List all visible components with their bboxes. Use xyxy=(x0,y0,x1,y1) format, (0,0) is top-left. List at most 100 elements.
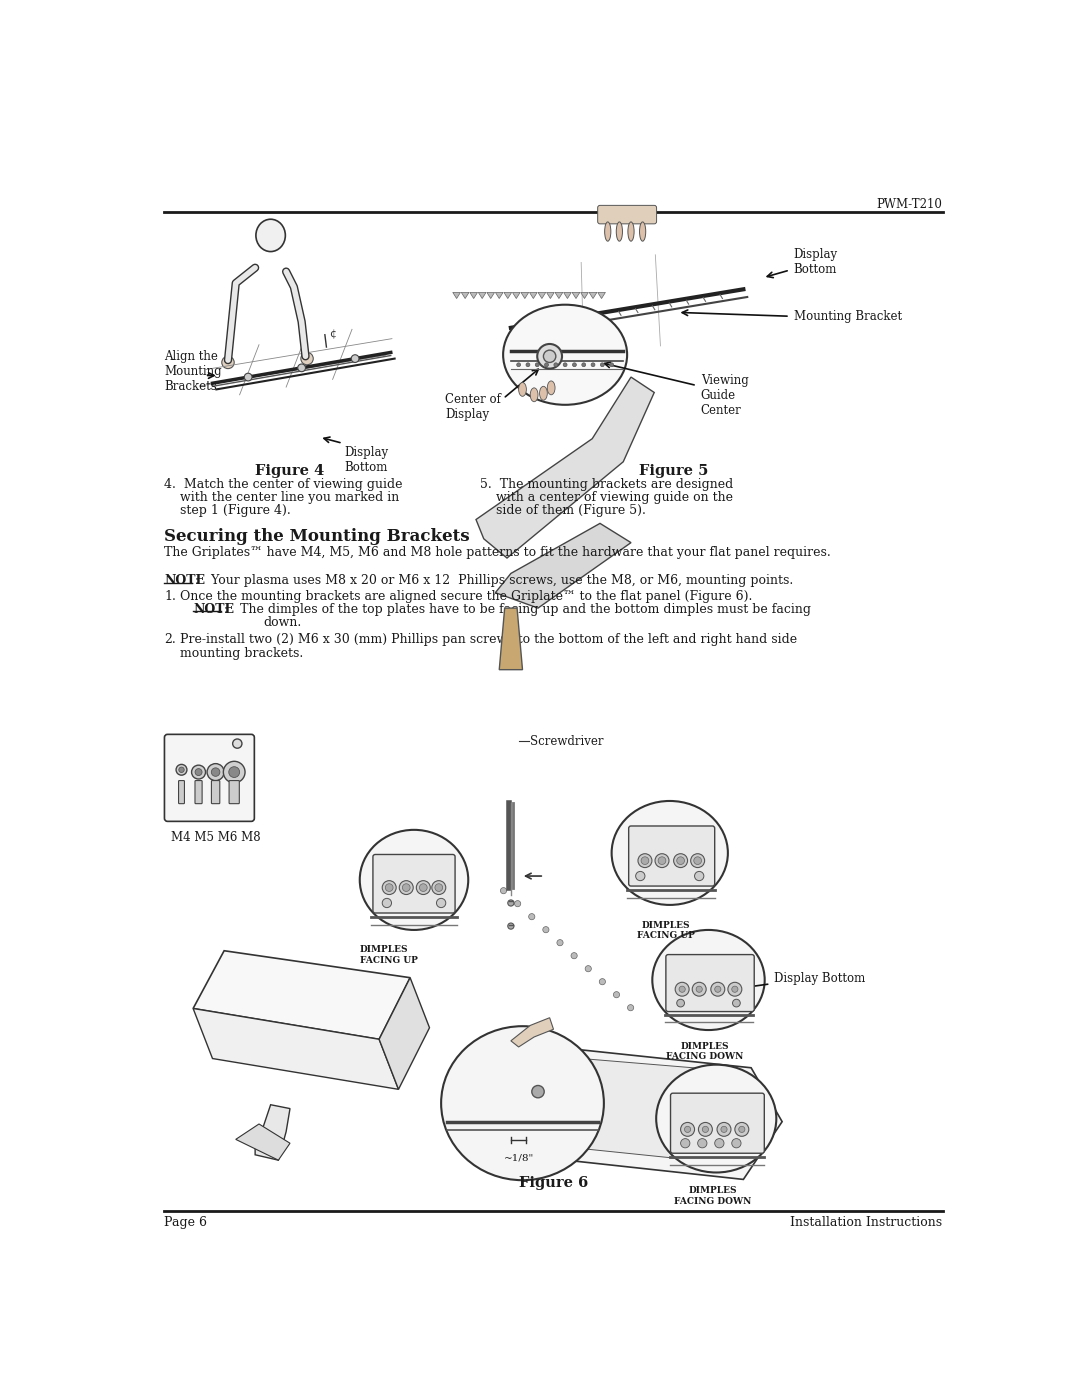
Circle shape xyxy=(717,1122,731,1136)
Text: Display
Bottom: Display Bottom xyxy=(345,447,389,475)
Polygon shape xyxy=(504,292,512,299)
Circle shape xyxy=(500,887,507,894)
FancyBboxPatch shape xyxy=(229,781,240,803)
Polygon shape xyxy=(546,292,554,299)
Circle shape xyxy=(544,363,549,366)
Polygon shape xyxy=(597,292,606,299)
Circle shape xyxy=(351,355,359,362)
Text: with a center of viewing guide on the: with a center of viewing guide on the xyxy=(480,490,733,504)
Circle shape xyxy=(739,1126,745,1133)
Circle shape xyxy=(711,982,725,996)
Circle shape xyxy=(677,999,685,1007)
Circle shape xyxy=(554,363,557,366)
Circle shape xyxy=(636,872,645,880)
Text: Pre-install two (2) M6 x 30 (mm) Phillips pan screws to the bottom of the left a: Pre-install two (2) M6 x 30 (mm) Phillip… xyxy=(180,633,797,647)
Text: NOTE: NOTE xyxy=(164,574,205,587)
FancyBboxPatch shape xyxy=(373,855,455,914)
Circle shape xyxy=(514,901,521,907)
Ellipse shape xyxy=(360,830,469,930)
Text: DIMPLES
FACING DOWN: DIMPLES FACING DOWN xyxy=(674,1186,751,1206)
Circle shape xyxy=(537,344,562,369)
Text: 1.: 1. xyxy=(164,590,176,602)
Circle shape xyxy=(694,872,704,880)
Circle shape xyxy=(732,1139,741,1148)
FancyBboxPatch shape xyxy=(666,954,754,1011)
Circle shape xyxy=(436,898,446,908)
Circle shape xyxy=(543,351,556,362)
Circle shape xyxy=(715,986,721,992)
Circle shape xyxy=(400,880,414,894)
Polygon shape xyxy=(521,292,529,299)
Circle shape xyxy=(557,940,563,946)
Circle shape xyxy=(702,1126,708,1133)
Circle shape xyxy=(416,880,430,894)
Text: 5.  The mounting brackets are designed: 5. The mounting brackets are designed xyxy=(480,478,733,490)
Circle shape xyxy=(732,999,740,1007)
Circle shape xyxy=(685,1126,691,1133)
Circle shape xyxy=(692,982,706,996)
Circle shape xyxy=(610,363,613,366)
Circle shape xyxy=(627,1004,634,1011)
Text: ¢: ¢ xyxy=(329,330,337,339)
Polygon shape xyxy=(590,292,597,299)
Polygon shape xyxy=(476,377,654,557)
Circle shape xyxy=(298,365,306,372)
Ellipse shape xyxy=(548,381,555,395)
Circle shape xyxy=(691,854,704,868)
Circle shape xyxy=(244,373,252,381)
Circle shape xyxy=(613,992,620,997)
Circle shape xyxy=(403,884,410,891)
Circle shape xyxy=(680,1139,690,1148)
Polygon shape xyxy=(487,292,495,299)
Circle shape xyxy=(386,884,393,891)
Polygon shape xyxy=(193,1009,399,1090)
Ellipse shape xyxy=(652,930,765,1030)
Text: step 1 (Figure 4).: step 1 (Figure 4). xyxy=(164,504,292,517)
Circle shape xyxy=(516,363,521,366)
Circle shape xyxy=(224,761,245,782)
Ellipse shape xyxy=(627,222,634,242)
Text: DIMPLES
FACING UP: DIMPLES FACING UP xyxy=(360,946,418,965)
Text: 4.  Match the center of viewing guide: 4. Match the center of viewing guide xyxy=(164,478,403,490)
Text: Figure 6: Figure 6 xyxy=(518,1176,589,1190)
Text: mounting brackets.: mounting brackets. xyxy=(180,647,303,659)
Circle shape xyxy=(582,363,585,366)
Polygon shape xyxy=(193,951,410,1039)
Text: Align the
Mounting
Brackets: Align the Mounting Brackets xyxy=(164,351,222,393)
Ellipse shape xyxy=(611,800,728,905)
Circle shape xyxy=(229,767,240,778)
Circle shape xyxy=(221,356,234,369)
Text: NOTE: NOTE xyxy=(193,602,234,616)
Polygon shape xyxy=(496,292,503,299)
Text: DIMPLES
FACING DOWN: DIMPLES FACING DOWN xyxy=(666,1042,743,1060)
Ellipse shape xyxy=(617,222,622,242)
Circle shape xyxy=(543,926,549,933)
Text: :   The dimples of the top plates have to be facing up and the bottom dimples mu: : The dimples of the top plates have to … xyxy=(225,602,811,616)
FancyBboxPatch shape xyxy=(671,1094,765,1154)
Polygon shape xyxy=(564,292,571,299)
Polygon shape xyxy=(255,1105,291,1160)
Text: Securing the Mounting Brackets: Securing the Mounting Brackets xyxy=(164,528,470,545)
Text: ~1/8": ~1/8" xyxy=(503,1154,534,1162)
Ellipse shape xyxy=(503,305,627,405)
Polygon shape xyxy=(453,292,460,299)
FancyBboxPatch shape xyxy=(597,205,657,224)
Text: Display
Bottom: Display Bottom xyxy=(794,249,838,277)
Circle shape xyxy=(638,854,652,868)
Circle shape xyxy=(571,953,577,958)
Ellipse shape xyxy=(639,222,646,242)
Circle shape xyxy=(212,768,220,777)
Ellipse shape xyxy=(441,1027,604,1180)
Text: DIMPLES
FACING UP: DIMPLES FACING UP xyxy=(637,921,694,940)
Circle shape xyxy=(658,856,666,865)
Circle shape xyxy=(600,363,605,366)
Circle shape xyxy=(382,898,392,908)
Circle shape xyxy=(195,768,202,775)
Circle shape xyxy=(693,856,702,865)
Circle shape xyxy=(585,965,592,972)
Polygon shape xyxy=(478,292,486,299)
Text: Installation Instructions: Installation Instructions xyxy=(791,1215,943,1229)
Circle shape xyxy=(536,363,539,366)
Text: PWM-T210: PWM-T210 xyxy=(877,198,943,211)
Circle shape xyxy=(432,880,446,894)
